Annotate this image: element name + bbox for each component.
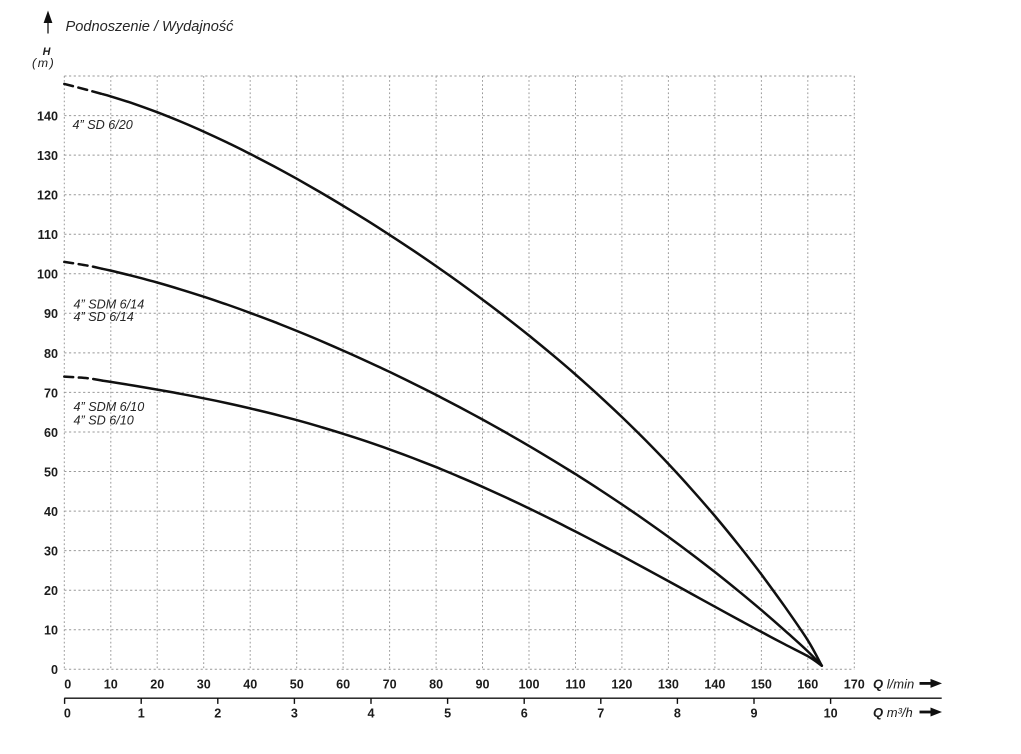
svg-text:20: 20 bbox=[44, 584, 58, 598]
svg-text:4” SDM 6/14: 4” SDM 6/14 bbox=[74, 297, 145, 311]
svg-text:90: 90 bbox=[44, 307, 58, 321]
svg-text:80: 80 bbox=[429, 677, 443, 691]
svg-text:70: 70 bbox=[44, 386, 58, 400]
svg-text:9: 9 bbox=[750, 707, 757, 721]
svg-text:10: 10 bbox=[824, 707, 838, 721]
svg-text:10: 10 bbox=[104, 677, 118, 691]
svg-text:30: 30 bbox=[197, 677, 211, 691]
svg-text:8: 8 bbox=[674, 707, 681, 721]
svg-text:20: 20 bbox=[150, 677, 164, 691]
svg-text:50: 50 bbox=[44, 465, 58, 479]
svg-text:4: 4 bbox=[367, 707, 374, 721]
svg-text:100: 100 bbox=[37, 268, 58, 282]
svg-text:4” SD 6/20: 4” SD 6/20 bbox=[73, 118, 133, 132]
svg-text:Q l/min: Q l/min bbox=[873, 676, 914, 691]
svg-text:130: 130 bbox=[658, 677, 679, 691]
svg-text:90: 90 bbox=[475, 677, 489, 691]
svg-text:Podnoszenie / Wydajność: Podnoszenie / Wydajność bbox=[66, 19, 235, 35]
svg-text:(m): (m) bbox=[32, 56, 55, 70]
svg-text:110: 110 bbox=[565, 677, 585, 691]
svg-text:0: 0 bbox=[51, 663, 58, 677]
svg-text:70: 70 bbox=[383, 677, 397, 691]
svg-text:120: 120 bbox=[611, 677, 632, 691]
svg-text:2: 2 bbox=[214, 707, 221, 721]
svg-text:4” SD 6/14: 4” SD 6/14 bbox=[74, 310, 134, 324]
svg-text:6: 6 bbox=[521, 707, 528, 721]
svg-text:170: 170 bbox=[844, 677, 865, 691]
svg-text:60: 60 bbox=[44, 426, 58, 440]
svg-text:4” SDM 6/10: 4” SDM 6/10 bbox=[74, 400, 145, 414]
svg-text:160: 160 bbox=[797, 677, 818, 691]
svg-text:40: 40 bbox=[243, 677, 257, 691]
svg-text:H: H bbox=[43, 46, 51, 58]
svg-text:0: 0 bbox=[64, 707, 71, 721]
svg-text:0: 0 bbox=[64, 677, 71, 691]
svg-text:3: 3 bbox=[291, 707, 298, 721]
svg-text:100: 100 bbox=[518, 677, 539, 691]
svg-text:40: 40 bbox=[44, 505, 58, 519]
svg-text:140: 140 bbox=[704, 677, 725, 691]
svg-text:80: 80 bbox=[44, 347, 58, 361]
svg-text:60: 60 bbox=[336, 677, 350, 691]
svg-text:50: 50 bbox=[290, 677, 304, 691]
svg-text:120: 120 bbox=[37, 189, 58, 203]
svg-text:110: 110 bbox=[38, 228, 58, 242]
svg-text:10: 10 bbox=[44, 624, 58, 638]
svg-text:4” SD 6/10: 4” SD 6/10 bbox=[74, 414, 134, 428]
svg-text:140: 140 bbox=[37, 110, 58, 124]
svg-text:7: 7 bbox=[597, 707, 604, 721]
svg-text:Q m³/h: Q m³/h bbox=[873, 705, 913, 720]
svg-text:130: 130 bbox=[37, 149, 58, 163]
svg-text:1: 1 bbox=[138, 707, 145, 721]
svg-text:150: 150 bbox=[751, 677, 772, 691]
svg-text:30: 30 bbox=[44, 545, 58, 559]
svg-text:5: 5 bbox=[444, 707, 451, 721]
